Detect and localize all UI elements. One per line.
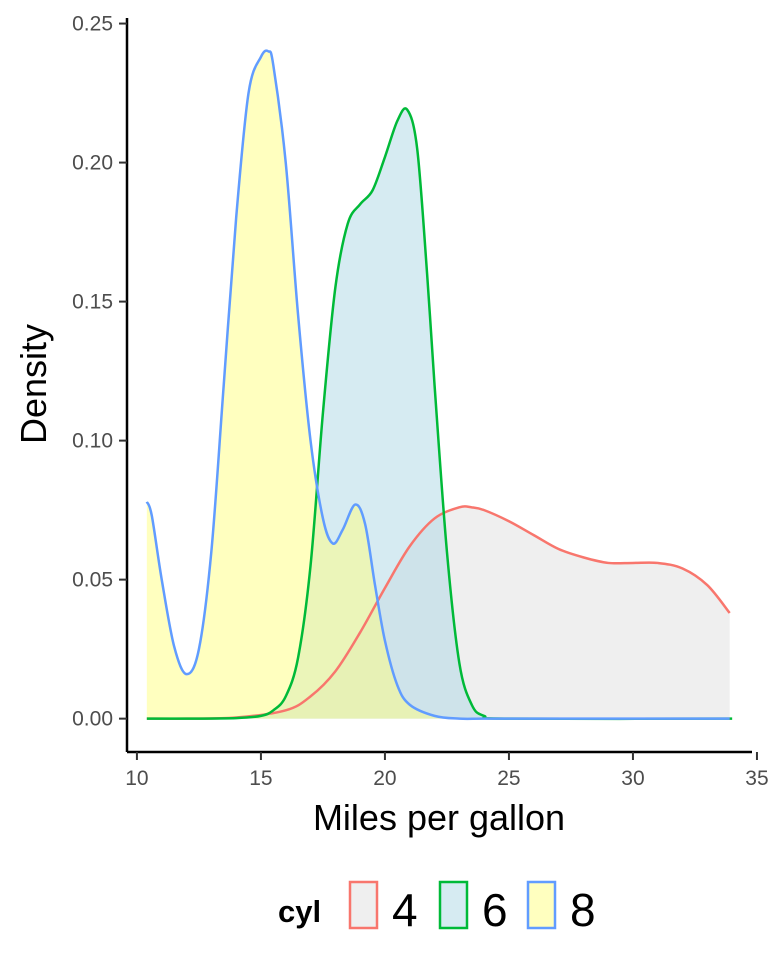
density-area-cyl-8 [146,50,730,719]
x-tick-label: 15 [249,767,272,790]
legend-item-cyl-4: 4 [348,880,418,936]
y-axis-ticks: 0.00 0.05 0.10 0.15 0.20 0.25 [72,13,127,731]
density-area-cyl-6 [146,108,733,719]
density-line-cyl-4 [146,505,731,720]
legend-label-cyl-6: 6 [482,884,508,936]
legend: cyl 4 6 8 [278,880,596,936]
y-tick-label: 0.15 [72,291,113,314]
y-tick-label: 0.00 [72,708,113,731]
legend-key-cyl-6 [438,880,469,930]
x-tick-label: 20 [373,767,396,790]
x-tick-label: 30 [621,767,644,790]
density-areas [146,50,733,719]
x-tick-label: 35 [745,767,768,790]
x-tick-label: 10 [125,767,148,790]
y-axis-title: Density [13,324,54,444]
legend-item-cyl-8: 8 [526,880,596,936]
legend-key-cyl-8 [526,880,557,930]
legend-title: cyl [278,894,321,929]
legend-label-cyl-4: 4 [392,884,418,936]
legend-key-cyl-4 [348,880,379,930]
density-line-cyl-8 [145,49,730,721]
x-axis-ticks: 10 15 20 25 30 35 [125,752,768,790]
y-tick-label: 0.10 [72,430,113,453]
y-tick-label: 0.25 [72,13,113,36]
legend-label-cyl-8: 8 [570,884,596,936]
x-axis-title: Miles per gallon [313,797,565,838]
y-tick-label: 0.20 [72,152,113,175]
density-line-cyl-6 [146,107,733,721]
density-lines [145,49,733,721]
x-tick-label: 25 [497,767,520,790]
legend-item-cyl-6: 6 [438,880,508,936]
y-tick-label: 0.05 [72,569,113,592]
